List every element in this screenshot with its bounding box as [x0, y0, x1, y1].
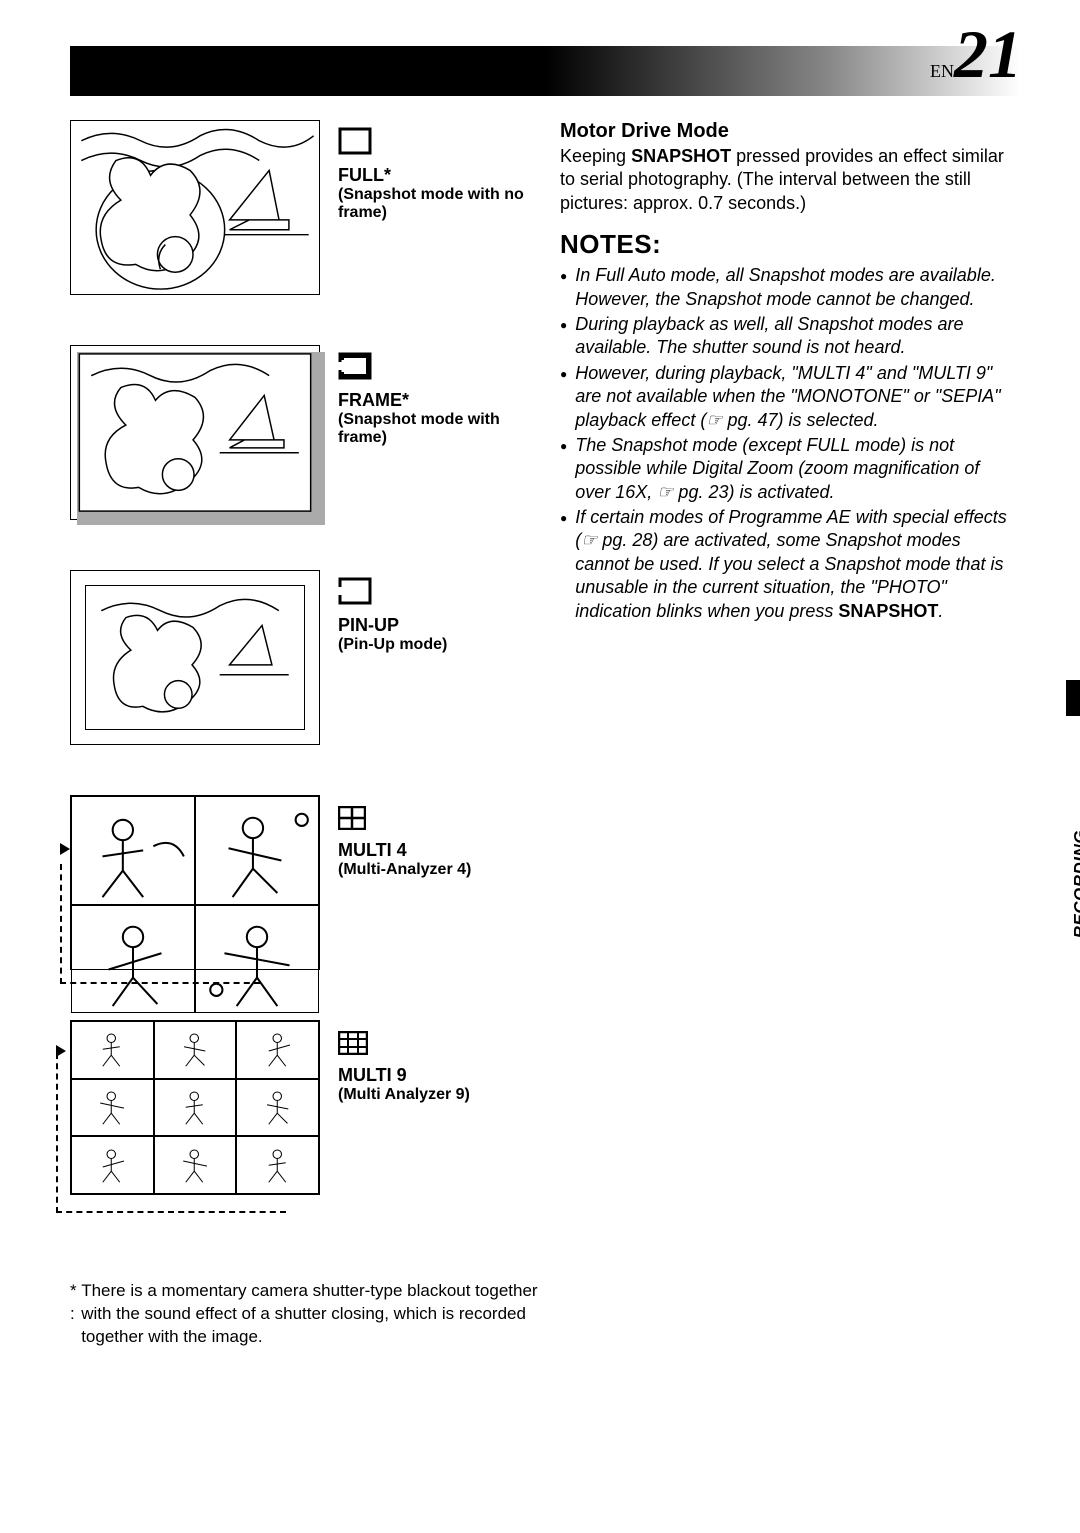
mode-frame-label: FRAME* (Snapshot mode with frame)	[338, 350, 550, 447]
illustration-frame	[71, 346, 319, 519]
left-column: FULL* (Snapshot mode with no frame) FRAM…	[70, 120, 550, 1245]
mode-sub: (Multi Analyzer 9)	[338, 1086, 470, 1104]
page-num: 21	[954, 16, 1022, 92]
multi4-icon	[338, 800, 471, 836]
side-tab-text: RECORDING	[1070, 830, 1080, 938]
multi9-grid	[70, 1020, 320, 1195]
mode-pinup: PIN-UP (Pin-Up mode)	[70, 570, 550, 745]
mode-multi4-label: MULTI 4 (Multi-Analyzer 4)	[338, 800, 471, 879]
note5-bold: SNAPSHOT	[838, 601, 938, 621]
note-text: During playback as well, all Snapshot mo…	[575, 313, 1008, 360]
mode-frame-image	[70, 345, 320, 520]
side-tab: RECORDING	[1044, 680, 1080, 840]
mode-multi9-label: MULTI 9 (Multi Analyzer 9)	[338, 1025, 470, 1104]
notes-list: In Full Auto mode, all Snapshot modes ar…	[560, 264, 1008, 623]
mode-title: FRAME*	[338, 390, 550, 411]
footnote: * : There is a momentary camera shutter-…	[70, 1280, 570, 1349]
note-item: In Full Auto mode, all Snapshot modes ar…	[560, 264, 1008, 311]
note-text: The Snapshot mode (except FULL mode) is …	[575, 434, 1008, 504]
note-text: If certain modes of Programme AE with sp…	[575, 506, 1008, 623]
mode-pinup-image	[70, 570, 320, 745]
mode-sub: (Multi-Analyzer 4)	[338, 861, 471, 879]
side-tab-marker	[1066, 680, 1080, 716]
mode-full-image	[70, 120, 320, 295]
mode-sub: (Snapshot mode with frame)	[338, 411, 550, 447]
mode-sub: (Snapshot mode with no frame)	[338, 186, 550, 222]
mode-frame: FRAME* (Snapshot mode with frame)	[70, 345, 550, 520]
arrow-icon	[60, 843, 70, 855]
mode-multi4-image	[70, 795, 320, 970]
footnote-text: There is a momentary camera shutter-type…	[81, 1280, 570, 1349]
page-lang: EN	[930, 61, 954, 81]
full-icon	[338, 125, 550, 161]
mode-multi4: MULTI 4 (Multi-Analyzer 4)	[70, 795, 550, 970]
note-item: During playback as well, all Snapshot mo…	[560, 313, 1008, 360]
mode-title: MULTI 9	[338, 1065, 470, 1086]
multi9-icon	[338, 1025, 470, 1061]
mode-sub: (Pin-Up mode)	[338, 636, 447, 654]
illustration-full	[71, 121, 319, 294]
multi4-grid	[70, 795, 320, 970]
mode-pinup-label: PIN-UP (Pin-Up mode)	[338, 575, 447, 654]
notes-heading: NOTES:	[560, 229, 1008, 260]
mode-title: MULTI 4	[338, 840, 471, 861]
mode-multi9: MULTI 9 (Multi Analyzer 9)	[70, 1020, 550, 1195]
frame-icon	[338, 350, 550, 386]
mode-title: PIN-UP	[338, 615, 447, 636]
mode-title: FULL*	[338, 165, 550, 186]
page-number: EN21	[930, 20, 1022, 88]
mode-multi9-image	[70, 1020, 320, 1195]
note-item: The Snapshot mode (except FULL mode) is …	[560, 434, 1008, 504]
right-column: Motor Drive Mode Keeping SNAPSHOT presse…	[560, 120, 1008, 625]
motor-bold: SNAPSHOT	[631, 146, 731, 166]
note-text: In Full Auto mode, all Snapshot modes ar…	[575, 264, 1008, 311]
footnote-marker: * :	[70, 1280, 77, 1349]
note-item: If certain modes of Programme AE with sp…	[560, 506, 1008, 623]
note-text: However, during playback, "MULTI 4" and …	[575, 362, 1008, 432]
illustration-pinup	[86, 586, 304, 729]
header-gradient-bar	[70, 46, 1020, 96]
note-item: However, during playback, "MULTI 4" and …	[560, 362, 1008, 432]
motor-pre: Keeping	[560, 146, 631, 166]
pinup-inner-frame	[85, 585, 305, 730]
motor-text: Keeping SNAPSHOT pressed provides an eff…	[560, 145, 1008, 215]
note5-post: .	[938, 601, 943, 621]
mode-full: FULL* (Snapshot mode with no frame)	[70, 120, 550, 295]
mode-full-label: FULL* (Snapshot mode with no frame)	[338, 125, 550, 222]
pinup-icon	[338, 575, 447, 611]
motor-title: Motor Drive Mode	[560, 120, 1008, 143]
